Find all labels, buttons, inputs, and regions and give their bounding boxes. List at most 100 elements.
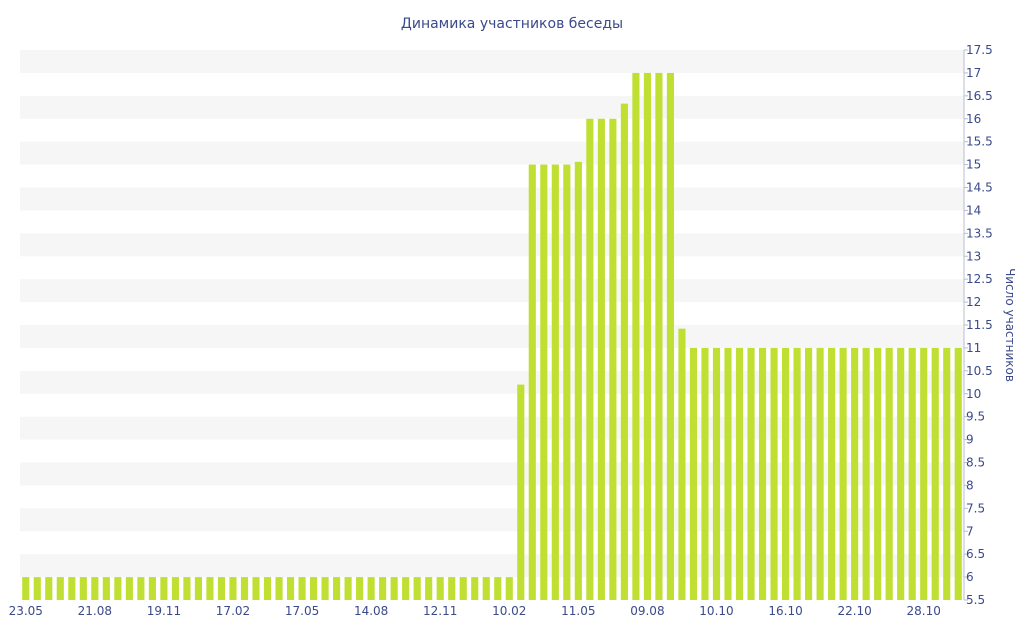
bar <box>609 118 617 600</box>
bar <box>45 577 53 600</box>
grid-band <box>20 141 964 165</box>
bar <box>678 328 686 600</box>
x-axis-ticks: 23.05 21.08 19.11 17.02 17.05 14.08 12.11 10.02… <box>9 604 941 618</box>
bar <box>448 577 456 600</box>
bar <box>56 577 64 600</box>
y-tick-label: 5.5 <box>966 593 985 607</box>
y-tick-label: 14 <box>966 203 981 217</box>
bar <box>275 577 283 600</box>
grid-band <box>20 50 964 73</box>
bar <box>954 347 962 600</box>
x-tick-label: 17.02 <box>216 604 250 618</box>
bar <box>747 347 755 600</box>
bar <box>217 577 226 600</box>
bar <box>321 577 329 600</box>
bar <box>643 72 651 601</box>
y-tick-label: 10.5 <box>966 364 993 378</box>
bar <box>712 347 721 600</box>
y-axis-ticks: 5.5 6 6.5 7 7.5 8 8.5 9 9.5 10 10.5 11 11.5 12 12.5 13 1… <box>964 43 993 607</box>
bar <box>828 347 836 600</box>
bar <box>68 577 76 600</box>
bar <box>252 577 260 600</box>
bar <box>839 347 847 600</box>
chart-title: Динамика участников беседы <box>401 16 623 32</box>
bar <box>666 72 675 601</box>
bar <box>943 347 951 600</box>
grid-band <box>20 279 964 303</box>
bar <box>148 577 156 600</box>
bar <box>137 577 145 600</box>
x-tick-label: 22.10 <box>837 604 871 618</box>
bar <box>897 347 905 600</box>
y-tick-label: 6.5 <box>966 547 985 561</box>
bar <box>574 161 582 600</box>
x-tick-label: 14.08 <box>354 604 388 618</box>
bar-series <box>22 72 962 601</box>
bar <box>874 347 882 600</box>
bar <box>816 347 824 600</box>
bar <box>367 577 375 600</box>
bar <box>79 577 87 600</box>
bar <box>551 164 559 600</box>
bar <box>390 577 398 600</box>
y-tick-label: 16 <box>966 112 981 126</box>
y-tick-label: 6 <box>966 570 974 584</box>
bar <box>805 347 813 600</box>
y-tick-label: 9 <box>966 433 974 447</box>
bar <box>620 103 628 600</box>
bar <box>402 577 410 600</box>
y-tick-label: 7 <box>966 524 974 538</box>
y-tick-label: 8 <box>966 478 974 492</box>
x-tick-label: 16.10 <box>768 604 802 618</box>
bar <box>586 118 594 600</box>
x-tick-label: 19.11 <box>147 604 181 618</box>
y-tick-label: 10 <box>966 387 981 401</box>
bar <box>309 577 318 600</box>
bar <box>379 577 387 600</box>
grid-band <box>20 325 964 348</box>
bar <box>920 347 928 600</box>
bar <box>781 347 790 600</box>
bar <box>758 347 767 600</box>
bar <box>114 577 122 600</box>
bar <box>597 118 605 600</box>
y-tick-label: 12.5 <box>966 272 993 286</box>
bar <box>851 347 859 600</box>
bar <box>286 577 295 600</box>
grid-band <box>20 95 964 119</box>
bar <box>632 72 640 601</box>
bar <box>494 577 502 600</box>
grid-band <box>20 187 964 211</box>
bar <box>125 577 133 600</box>
x-tick-label: 17.05 <box>285 604 319 618</box>
x-tick-label: 23.05 <box>9 604 43 618</box>
bar <box>770 347 778 600</box>
y-tick-label: 7.5 <box>966 501 985 515</box>
bar <box>540 164 548 600</box>
bar <box>206 577 214 600</box>
bar <box>793 347 801 600</box>
y-tick-label: 16.5 <box>966 89 993 103</box>
y-tick-label: 8.5 <box>966 456 985 470</box>
y-tick-label: 17.5 <box>966 43 993 57</box>
bar <box>701 347 709 600</box>
y-tick-label: 13 <box>966 249 981 263</box>
bar <box>908 347 916 600</box>
bar <box>229 577 237 600</box>
y-tick-label: 15.5 <box>966 135 993 149</box>
bar <box>91 577 99 600</box>
bar <box>33 577 41 600</box>
bar <box>862 347 870 600</box>
bar <box>333 577 341 600</box>
x-tick-label: 21.08 <box>78 604 112 618</box>
bar <box>436 577 444 600</box>
bar <box>505 577 513 600</box>
bar <box>735 347 744 600</box>
bar <box>263 577 272 600</box>
bar <box>160 577 168 600</box>
bar <box>22 577 30 600</box>
bar <box>689 347 698 600</box>
bar <box>885 347 893 600</box>
